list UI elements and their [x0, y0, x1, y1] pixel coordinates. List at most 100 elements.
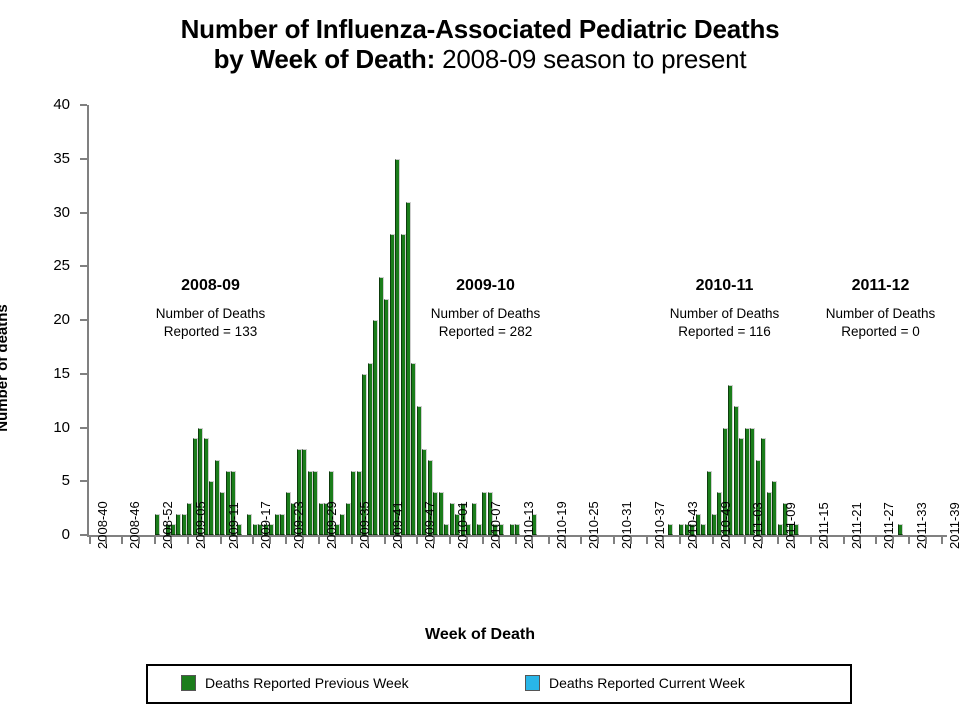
bar: [334, 524, 340, 535]
bar: [203, 438, 209, 535]
x-axis-tick-mark: [301, 537, 304, 544]
season-annotation: 2009-10 Number of Deaths Reported = 282: [388, 277, 583, 341]
y-axis-tick-mark: [80, 157, 87, 160]
bar: [187, 502, 193, 535]
chart-title-line-2-bold: by Week of Death:: [213, 44, 436, 75]
bar: [466, 524, 472, 535]
bar: [220, 492, 226, 535]
x-axis-tick-label: 2010-13: [520, 501, 536, 549]
x-axis-tick-mark: [924, 537, 927, 544]
bar: [263, 524, 269, 535]
bar: [340, 513, 346, 535]
x-axis-tick-label: 2009-41: [389, 501, 405, 549]
x-axis-tick-mark: [941, 537, 944, 544]
plot-area: [87, 105, 947, 537]
bar: [744, 427, 750, 535]
x-axis-tick-mark: [203, 537, 206, 544]
x-axis-tick-mark: [645, 537, 648, 544]
x-axis-tick-label: 2009-05: [192, 501, 208, 549]
x-axis-tick-mark: [498, 537, 501, 544]
x-axis-tick-mark: [531, 537, 534, 544]
x-axis-tick-label: 2011-15: [815, 502, 831, 549]
bar: [176, 513, 182, 535]
bar: [427, 459, 433, 535]
bar: [498, 524, 504, 535]
x-axis-tick-mark: [104, 537, 107, 544]
bar: [471, 502, 477, 535]
x-axis-tick-mark: [154, 537, 157, 544]
season-annotation: 2010-11 Number of Deaths Reported = 116: [637, 277, 812, 341]
legend-label-previous-week: Deaths Reported Previous Week: [205, 675, 409, 691]
legend-swatch-current-week-icon: [525, 675, 540, 691]
x-axis-tick-label: 2010-01: [455, 501, 471, 549]
x-axis-tick-label: 2008-52: [160, 501, 176, 549]
x-axis-tick-mark: [678, 537, 681, 544]
bar: [755, 459, 761, 535]
x-axis-tick-mark: [793, 537, 796, 544]
bar: [444, 524, 450, 535]
y-axis-tick-mark: [80, 534, 87, 536]
bar: [373, 320, 379, 535]
bar: [487, 492, 493, 535]
x-axis-tick-mark: [318, 537, 321, 544]
x-axis-tick-mark: [219, 537, 222, 544]
x-axis-tick-label: 2009-17: [258, 501, 274, 549]
x-axis-tick-mark: [891, 537, 894, 544]
x-axis-tick-mark: [481, 537, 484, 544]
bar: [209, 481, 215, 535]
x-axis-tick-mark: [809, 537, 812, 544]
bar: [181, 513, 187, 535]
bar: [313, 470, 319, 535]
bar: [252, 524, 258, 535]
x-axis-tick-mark: [596, 537, 599, 544]
y-axis-tick-label: 20: [53, 311, 70, 328]
bar: [777, 524, 783, 535]
bar: [225, 470, 231, 535]
bar: [701, 524, 707, 535]
y-axis-tick-mark: [80, 319, 87, 321]
bar: [449, 502, 455, 535]
bar: [750, 427, 756, 535]
bar: [531, 513, 537, 535]
x-axis-tick-mark: [760, 537, 763, 544]
bar: [351, 470, 357, 535]
bar: [291, 502, 297, 535]
season-label: 2011-12: [851, 277, 910, 294]
x-axis-tick-mark: [350, 537, 353, 544]
x-axis-tick-mark: [695, 537, 698, 544]
bar: [772, 481, 778, 535]
x-axis-tick-mark: [465, 537, 468, 544]
bar: [455, 513, 461, 535]
x-axis-tick-label: 2008-46: [127, 501, 143, 549]
legend-entry-previous-week[interactable]: Deaths Reported Previous Week: [181, 675, 409, 691]
x-axis-tick-label: 2009-11: [225, 502, 241, 549]
bar: [679, 524, 685, 535]
bar: [280, 513, 286, 535]
bar: [695, 513, 701, 535]
x-axis-tick-label: 2010-49: [717, 501, 733, 549]
chart-title-line-1: Number of Influenza-Associated Pediatric…: [180, 14, 780, 44]
x-axis-tick-label: 2009-47: [422, 501, 438, 549]
y-axis-tick-label: 5: [61, 472, 70, 490]
y-axis-tick-label: 15: [53, 364, 70, 382]
y-axis-tick-mark: [80, 211, 87, 214]
x-axis-tick-mark: [727, 537, 730, 544]
x-axis-tick-mark: [400, 537, 403, 544]
season-total-deaths: Number of Deaths Reported = 0: [825, 306, 936, 339]
legend-entry-current-week[interactable]: Deaths Reported Current Week: [525, 675, 745, 691]
bar: [247, 513, 253, 535]
x-axis-tick-mark: [121, 537, 124, 544]
x-axis-tick-mark: [186, 537, 189, 544]
bar: [395, 158, 401, 535]
x-axis-tick-label: 2011-27: [881, 502, 897, 549]
season-total-deaths: Number of Deaths Reported = 133: [155, 306, 266, 339]
x-axis-tick-label: 2010-07: [487, 501, 503, 549]
x-axis-tick-mark: [285, 537, 288, 544]
bar: [717, 492, 723, 535]
bar: [274, 513, 280, 535]
x-axis-tick-mark: [826, 537, 829, 544]
chart-title-line-2-light: 2008-09 season to present: [435, 44, 747, 75]
x-axis-tick-label: 2010-37: [651, 501, 667, 549]
bar: [460, 502, 466, 535]
